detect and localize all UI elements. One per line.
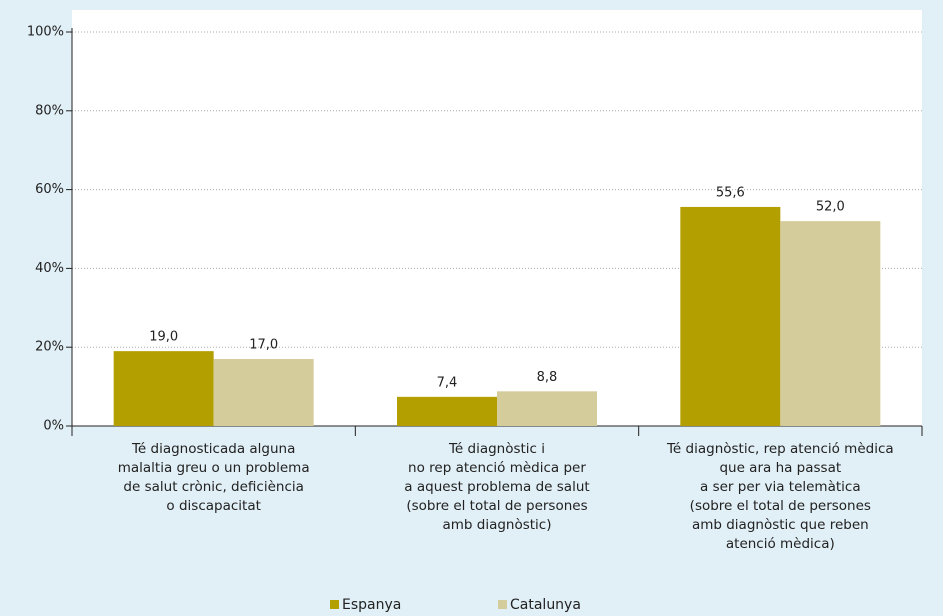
y-tick-label: 80%	[35, 103, 64, 118]
bar	[780, 221, 881, 426]
bar	[213, 359, 314, 426]
bar	[497, 391, 597, 426]
value-label: 17,0	[249, 338, 278, 353]
value-label: 19,0	[149, 330, 178, 345]
legend-label: Catalunya	[510, 597, 581, 613]
bar	[680, 206, 781, 426]
value-label: 55,6	[716, 185, 745, 200]
y-tick-label: 100%	[27, 25, 64, 40]
y-tick-label: 20%	[35, 340, 64, 355]
x-tick-label: Té diagnòstic, rep atenció mèdica que ar…	[666, 441, 894, 552]
value-label: 52,0	[816, 200, 845, 215]
value-label: 7,4	[437, 375, 458, 390]
bar	[397, 396, 497, 426]
value-label: 8,8	[537, 370, 558, 385]
bar	[113, 351, 214, 426]
y-tick-label: 40%	[35, 261, 64, 276]
x-tick-label: Té diagnòstic i no rep atenció mèdica pe…	[404, 441, 590, 533]
legend-label: Espanya	[342, 597, 401, 613]
legend-swatch	[330, 600, 339, 609]
y-tick-label: 60%	[35, 182, 64, 197]
legend-swatch	[498, 600, 507, 609]
y-tick-label: 0%	[43, 419, 64, 434]
x-tick-label: Té diagnosticada alguna malaltia greu o …	[117, 441, 310, 514]
